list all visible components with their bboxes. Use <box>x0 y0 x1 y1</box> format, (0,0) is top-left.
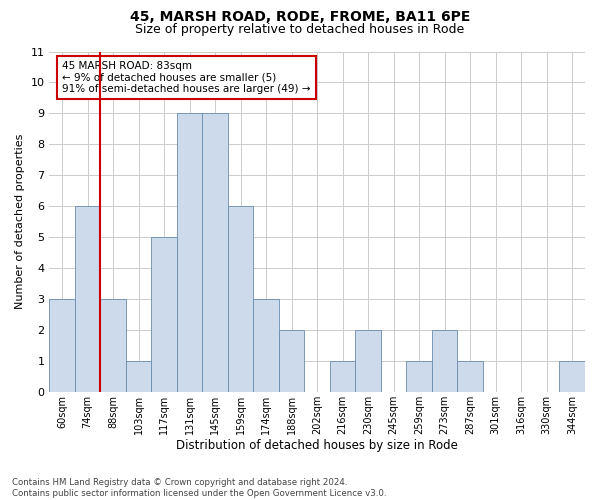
Bar <box>151 237 177 392</box>
Bar <box>457 361 483 392</box>
Bar <box>49 299 75 392</box>
Text: 45, MARSH ROAD, RODE, FROME, BA11 6PE: 45, MARSH ROAD, RODE, FROME, BA11 6PE <box>130 10 470 24</box>
Bar <box>100 299 126 392</box>
Bar <box>126 361 151 392</box>
Text: 45 MARSH ROAD: 83sqm
← 9% of detached houses are smaller (5)
91% of semi-detache: 45 MARSH ROAD: 83sqm ← 9% of detached ho… <box>62 61 311 94</box>
Y-axis label: Number of detached properties: Number of detached properties <box>15 134 25 310</box>
Bar <box>253 299 279 392</box>
Bar <box>228 206 253 392</box>
Text: Size of property relative to detached houses in Rode: Size of property relative to detached ho… <box>136 22 464 36</box>
Bar <box>330 361 355 392</box>
Bar <box>177 114 202 392</box>
Bar <box>202 114 228 392</box>
Bar <box>432 330 457 392</box>
Bar <box>75 206 100 392</box>
Bar <box>355 330 381 392</box>
Bar <box>559 361 585 392</box>
Bar <box>279 330 304 392</box>
Bar <box>406 361 432 392</box>
X-axis label: Distribution of detached houses by size in Rode: Distribution of detached houses by size … <box>176 440 458 452</box>
Text: Contains HM Land Registry data © Crown copyright and database right 2024.
Contai: Contains HM Land Registry data © Crown c… <box>12 478 386 498</box>
